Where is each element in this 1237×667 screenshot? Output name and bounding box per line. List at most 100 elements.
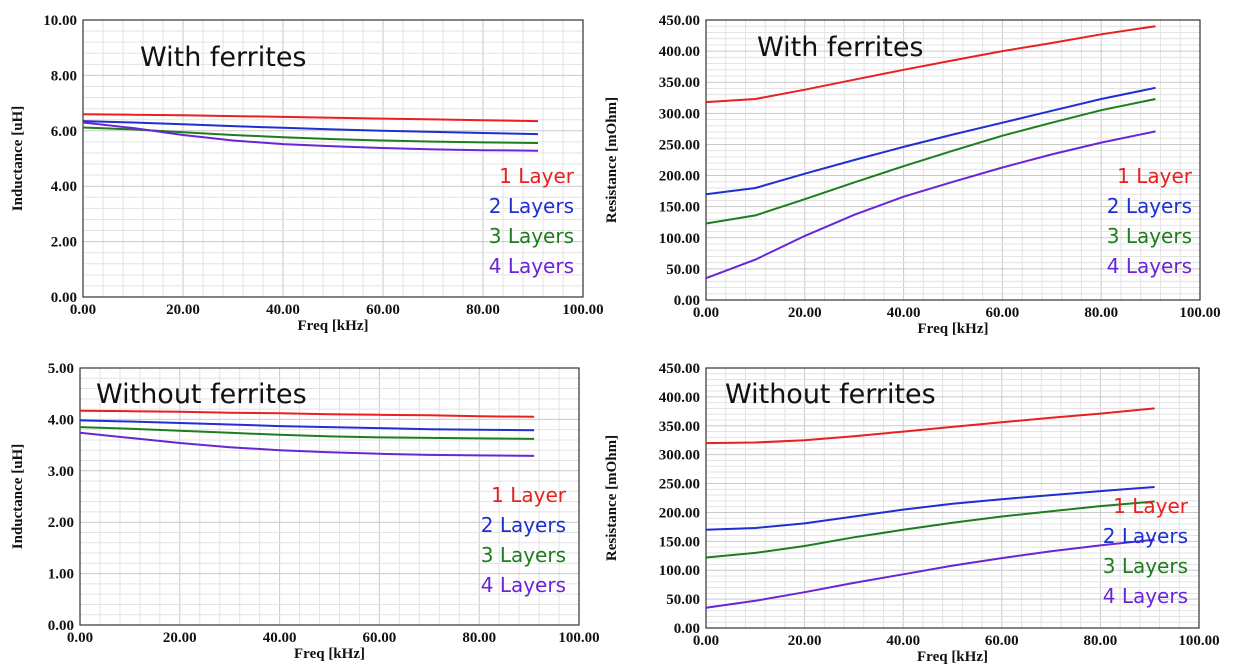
chart-title: With ferrites bbox=[757, 32, 924, 63]
x-tick-label: 0.00 bbox=[693, 305, 719, 321]
x-tick-label: 0.00 bbox=[67, 630, 93, 646]
y-tick-label: 200.00 bbox=[659, 169, 700, 185]
x-tick-label: 80.00 bbox=[1084, 633, 1118, 649]
series-line-4 bbox=[82, 121, 539, 152]
series-line-3 bbox=[705, 98, 1156, 225]
plot-frame bbox=[82, 19, 584, 298]
series-line-2 bbox=[79, 419, 535, 432]
y-tick-label: 5.00 bbox=[48, 361, 74, 377]
x-axis-label: Freq [kHz] bbox=[917, 649, 988, 665]
y-tick-label: 3.00 bbox=[48, 464, 74, 480]
legend-entry: 4 Layers bbox=[489, 254, 574, 278]
y-axis-label: Resistance [mOhm] bbox=[604, 97, 620, 223]
x-tick-label: 20.00 bbox=[788, 305, 822, 321]
chart-title: Without ferrites bbox=[96, 379, 307, 410]
y-tick-label: 4.00 bbox=[48, 412, 74, 428]
legend-entry: 2 Layers bbox=[1107, 194, 1192, 218]
grid bbox=[82, 19, 584, 298]
y-tick-label: 0.00 bbox=[674, 293, 700, 309]
plot-area bbox=[706, 20, 1200, 300]
x-tick-label: 40.00 bbox=[266, 302, 300, 318]
legend-entry: 1 Layer bbox=[491, 483, 567, 507]
y-tick-label: 300.00 bbox=[659, 448, 700, 464]
series-line-3 bbox=[79, 426, 535, 440]
y-tick-label: 10.00 bbox=[43, 13, 77, 29]
y-tick-label: 0.00 bbox=[48, 618, 74, 634]
y-tick-label: 400.00 bbox=[659, 390, 700, 406]
y-axis-label: Inductance [uH] bbox=[10, 106, 26, 211]
chart-title: With ferrites bbox=[140, 42, 307, 73]
series-line-4 bbox=[79, 431, 535, 457]
y-tick-label: 150.00 bbox=[659, 534, 700, 550]
y-tick-label: 6.00 bbox=[51, 124, 77, 140]
chart-inductance-without-ferrites: 0.00 20.00 40.00 60.00 80.00 100.00 0.00 1.00 2.… bbox=[10, 361, 600, 662]
x-tick-label: 0.00 bbox=[693, 633, 719, 649]
y-tick-label: 200.00 bbox=[659, 505, 700, 521]
legend-entry: 1 Layer bbox=[1113, 494, 1189, 518]
y-tick-label: 1.00 bbox=[48, 567, 74, 583]
y-axis-label: Inductance [uH] bbox=[10, 444, 26, 549]
y-tick-label: 50.00 bbox=[666, 262, 700, 278]
y-tick-label: 50.00 bbox=[666, 592, 700, 608]
x-tick-label: 60.00 bbox=[986, 305, 1020, 321]
y-tick-label: 0.00 bbox=[674, 621, 700, 637]
x-tick-label: 100.00 bbox=[1178, 633, 1219, 649]
legend-entry: 3 Layers bbox=[1107, 224, 1192, 248]
legend-entry: 3 Layers bbox=[481, 543, 566, 567]
legend-entry: 2 Layers bbox=[1103, 524, 1188, 548]
x-tick-label: 40.00 bbox=[886, 633, 920, 649]
x-tick-label: 100.00 bbox=[558, 630, 599, 646]
legend-entry: 4 Layers bbox=[1103, 584, 1188, 608]
legend-entry: 2 Layers bbox=[481, 513, 566, 537]
plot-area bbox=[83, 20, 583, 297]
legend-entry: 2 Layers bbox=[489, 194, 574, 218]
y-tick-label: 4.00 bbox=[51, 179, 77, 195]
plot-frame bbox=[705, 19, 1201, 301]
chart-inductance-with-ferrites: 0.00 20.00 40.00 60.00 80.00 100.00 0.00 2.00 4.… bbox=[10, 13, 604, 334]
legend-entry: 1 Layer bbox=[499, 164, 575, 188]
x-tick-label: 80.00 bbox=[1084, 305, 1118, 321]
x-tick-label: 80.00 bbox=[462, 630, 496, 646]
chart-title: Without ferrites bbox=[725, 379, 936, 410]
x-axis-label: Freq [kHz] bbox=[294, 646, 365, 662]
x-tick-label: 20.00 bbox=[163, 630, 197, 646]
y-tick-label: 100.00 bbox=[659, 231, 700, 247]
series-line-1 bbox=[82, 113, 539, 123]
legend-entry: 3 Layers bbox=[489, 224, 574, 248]
x-tick-label: 40.00 bbox=[887, 305, 921, 321]
plot-frame bbox=[79, 367, 580, 626]
legend-entry: 4 Layers bbox=[481, 573, 566, 597]
series-line-2 bbox=[705, 86, 1156, 196]
y-tick-label: 300.00 bbox=[659, 106, 700, 122]
series-line-3 bbox=[705, 500, 1155, 559]
x-tick-label: 40.00 bbox=[263, 630, 297, 646]
x-tick-label: 0.00 bbox=[70, 302, 96, 318]
series-line-1 bbox=[705, 25, 1156, 104]
grid bbox=[705, 19, 1201, 301]
plot-frame bbox=[705, 367, 1200, 629]
x-tick-label: 60.00 bbox=[985, 633, 1019, 649]
y-tick-label: 450.00 bbox=[659, 13, 700, 29]
x-tick-label: 100.00 bbox=[1179, 305, 1220, 321]
x-tick-label: 20.00 bbox=[788, 633, 822, 649]
x-tick-label: 100.00 bbox=[562, 302, 603, 318]
series-line-2 bbox=[705, 486, 1155, 531]
y-tick-label: 0.00 bbox=[51, 290, 77, 306]
y-tick-label: 250.00 bbox=[659, 137, 700, 153]
series-line-4 bbox=[705, 130, 1156, 280]
chart-resistance-with-ferrites: 0.00 20.00 40.00 60.00 80.00 100.00 0.00 50.00 1… bbox=[604, 13, 1221, 337]
y-tick-label: 2.00 bbox=[48, 515, 74, 531]
legend-entry: 1 Layer bbox=[1117, 164, 1193, 188]
series-line-1 bbox=[705, 407, 1155, 445]
y-tick-label: 350.00 bbox=[659, 419, 700, 435]
legend-entry: 4 Layers bbox=[1107, 254, 1192, 278]
x-tick-label: 80.00 bbox=[466, 302, 500, 318]
chart-resistance-without-ferrites: 0.00 20.00 40.00 60.00 80.00 100.00 0.00 50.00 1… bbox=[604, 361, 1220, 665]
y-tick-label: 8.00 bbox=[51, 68, 77, 84]
series-line-4 bbox=[705, 538, 1155, 609]
x-axis-label: Freq [kHz] bbox=[298, 318, 369, 334]
series-line-2 bbox=[82, 120, 539, 136]
y-tick-label: 150.00 bbox=[659, 200, 700, 216]
y-tick-label: 250.00 bbox=[659, 477, 700, 493]
